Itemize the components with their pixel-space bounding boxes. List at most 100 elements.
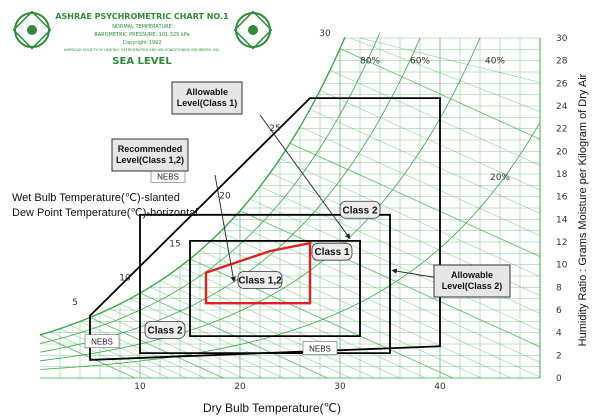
callout-text: Level(Class 1) (177, 98, 238, 108)
wetbulb-line (149, 286, 351, 379)
wetbulb-label: 25 (269, 124, 280, 134)
y-tick-label: 10 (556, 261, 568, 271)
wetbulb-label: 30 (319, 29, 331, 39)
ashrae-logo-right (233, 10, 273, 50)
callout-text: Level(Class 2) (442, 281, 503, 291)
zone-label-box (311, 242, 353, 261)
callout-box (111, 138, 189, 172)
y-tick-label: 4 (556, 329, 562, 339)
y-tick-label: 30 (556, 34, 568, 44)
x-tick-label: 20 (234, 382, 246, 392)
callout-arrow (214, 174, 236, 283)
wetbulb-line (309, 109, 541, 214)
rh-label: 40% (485, 56, 505, 66)
chart-labels: 5 10 15 20 25 30 80% 60% 40% 20% Class 1,2 Class 1 C… (72, 29, 511, 355)
wetbulb-line (99, 313, 243, 379)
y-tick-label: 2 (556, 351, 562, 361)
wetbulb-line (319, 90, 541, 191)
chart-grid (39, 32, 541, 379)
chart-header: ASHRAE PSYCHROMETRIC CHART NO.1 NORMAL T… (12, 10, 273, 67)
wetbulb-line (169, 273, 400, 379)
y-tick-label: 22 (556, 125, 567, 135)
dew-point-legend: Dew Point Temperature(℃)-horizontal (12, 207, 198, 219)
wetbulb-line (39, 334, 136, 379)
wetbulb-line (229, 221, 541, 363)
zone-label: Class 1,2 (238, 276, 282, 287)
y-tick-label: 16 (556, 193, 568, 203)
chart-subtitle-line3: BAROMETRIC PRESSURE: 101.325 kPa (94, 32, 189, 38)
y-tick-label: 12 (556, 238, 567, 248)
wetbulb-line (249, 198, 541, 331)
chart-sea-level: SEA LEVEL (112, 56, 172, 67)
rh-curve (39, 32, 381, 344)
x-tick-label: 30 (334, 382, 346, 392)
callout-text: Level(Class 1,2) (116, 155, 184, 165)
y-tick-label: 26 (556, 79, 568, 89)
wetbulb-line (349, 37, 541, 112)
callout-text: Allowable (451, 270, 493, 280)
wetbulb-line (359, 37, 541, 83)
zone-label: Class 1 (314, 247, 349, 258)
zone-class-1-2 (204, 241, 312, 305)
nebs-box (84, 334, 120, 349)
wetbulb-line (89, 317, 224, 379)
zone-label-box (237, 271, 283, 289)
rh-curve (39, 122, 541, 370)
wetbulb-line (289, 142, 541, 258)
wetbulb-line (109, 308, 263, 379)
callout-text: Allowable (186, 87, 228, 97)
zone-nebs (89, 97, 441, 361)
y-tick-label: 20 (556, 147, 568, 157)
y-tick-label: 14 (556, 215, 568, 225)
callout-box (171, 81, 243, 115)
wetbulb-line (189, 258, 453, 379)
wetbulb-label: 5 (72, 298, 78, 308)
wetbulb-label: 15 (169, 239, 180, 249)
wetbulb-line (119, 303, 284, 379)
nebs-label: NEBS (91, 338, 113, 347)
callout-arrow (259, 114, 351, 240)
callout-text: Recommended (118, 144, 183, 154)
wetbulb-label: 10 (119, 274, 131, 284)
wetbulb-line (279, 158, 541, 277)
wetbulb-line (159, 280, 375, 379)
nebs-label: NEBS (309, 345, 331, 354)
rh-label: 80% (360, 56, 380, 66)
chart-copyright: Copyright 1992 (123, 40, 162, 46)
chart-zones (89, 97, 441, 361)
y-tick-label: 28 (556, 57, 568, 67)
wet-bulb-legend: Wet Bulb Temperature(℃)-slanted (12, 192, 180, 204)
wetbulb-label: 20 (219, 191, 231, 201)
wetbulb-line (219, 231, 541, 378)
y-tick-label: 24 (556, 102, 568, 112)
chart-society: AMERICAN SOCIETY OF HEATING, REFRIGERATI… (64, 48, 220, 52)
wetbulb-line (49, 331, 152, 379)
wetbulb-line (329, 69, 541, 166)
callout-box (433, 264, 511, 298)
rh-label: 60% (410, 56, 430, 66)
x-axis-label: Dry Bulb Temperature(℃) (203, 401, 341, 415)
x-tick-label: 40 (434, 382, 446, 392)
zone-class-1 (189, 239, 361, 338)
y-tick-label: 6 (556, 306, 562, 316)
chart-title: ASHRAE PSYCHROMETRIC CHART NO.1 (55, 12, 229, 21)
wetbulb-line (79, 321, 205, 379)
y-tick-label: 8 (556, 283, 562, 293)
chart-subtitle-line2: NORMAL TEMPERATURE (112, 24, 172, 30)
nebs-box (302, 341, 338, 355)
wetbulb-line (129, 298, 306, 379)
ashrae-logo-left (12, 10, 52, 50)
x-tick-label: 10 (134, 382, 146, 392)
rh-curve (39, 37, 481, 362)
wetbulb-line (179, 266, 426, 379)
zone-label: Class 2 (147, 325, 182, 336)
y-axis-label: Humidity Ratio : Grams Moisture per Kilo… (577, 73, 589, 346)
y-tick-label: 0 (556, 374, 562, 384)
y-tick-label: 18 (556, 170, 568, 180)
wetbulb-line (59, 328, 169, 379)
zone-label: Class 2 (342, 205, 377, 216)
zone-label-box (339, 200, 381, 219)
rh-label: 20% (490, 173, 510, 183)
